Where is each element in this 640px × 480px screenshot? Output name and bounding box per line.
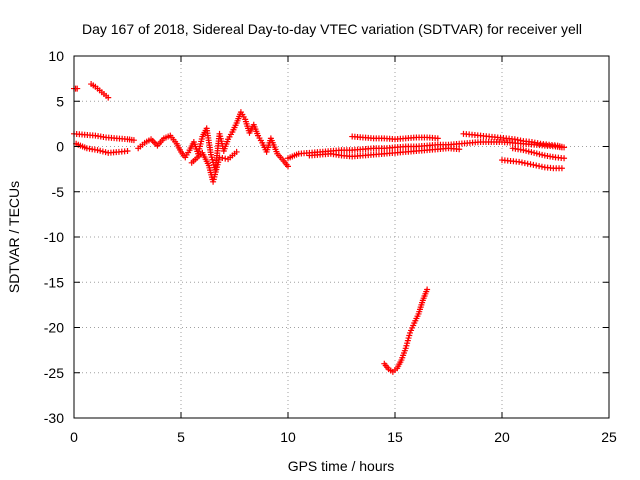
data-point [219,154,226,161]
data-point [531,149,538,156]
data-point [285,163,291,170]
x-tick-label: 5 [177,429,185,445]
y-tick-label: 10 [48,48,64,64]
data-point [516,158,523,165]
data-point [539,151,546,158]
data-point [533,150,540,157]
data-point [424,286,431,293]
data-point [558,165,565,172]
data-point [124,148,131,155]
data-point [530,161,537,168]
y-tick-label: -25 [44,365,64,381]
x-tick-label: 10 [280,429,296,445]
data-point [514,136,521,143]
x-tick-label: 20 [494,429,510,445]
data-point [521,160,528,167]
y-tick-label: -30 [44,410,64,426]
data-point [561,144,568,151]
data-point [517,137,524,144]
data-point [105,94,112,101]
data-point [528,138,535,145]
data-point [222,155,229,162]
data-point [561,155,568,162]
y-tick-label: -5 [52,184,65,200]
x-tick-label: 25 [601,429,617,445]
x-tick-label: 0 [70,429,78,445]
data-point [434,135,441,142]
data-points [71,81,568,375]
data-point [216,154,223,161]
data-point [233,148,240,155]
grid [74,56,609,418]
y-tick-label: 0 [56,139,64,155]
data-point [102,149,109,156]
data-point [531,139,538,146]
data-point [528,149,535,156]
data-point [518,159,525,166]
y-tick-label: -10 [44,229,64,245]
data-point [520,147,527,154]
data-point [74,85,81,92]
data-point [511,136,518,143]
chart-title: Day 167 of 2018, Sidereal Day-to-day VTE… [82,21,582,37]
y-tick-label: 5 [56,93,64,109]
x-tick-label: 15 [387,429,403,445]
data-point [533,162,540,169]
y-tick-label: -20 [44,320,64,336]
data-point [523,147,530,154]
data-point [524,160,531,167]
data-point [456,146,463,153]
data-point [527,161,534,168]
data-point [536,163,543,170]
data-point [538,163,545,170]
data-point [536,151,543,158]
data-point [525,148,532,155]
data-point [130,137,137,144]
x-axis-title: GPS time / hours [288,458,395,474]
data-point [99,148,106,155]
y-axis-title: SDTVAR / TECUs [6,181,22,293]
data-point [97,147,104,154]
axis-ticks: 0 5 10 15 20 25 -30 -25 -20 -15 -10 -5 0 5 10 [44,48,617,445]
data-point [534,140,541,147]
data-point [94,147,101,154]
y-tick-label: -15 [44,274,64,290]
